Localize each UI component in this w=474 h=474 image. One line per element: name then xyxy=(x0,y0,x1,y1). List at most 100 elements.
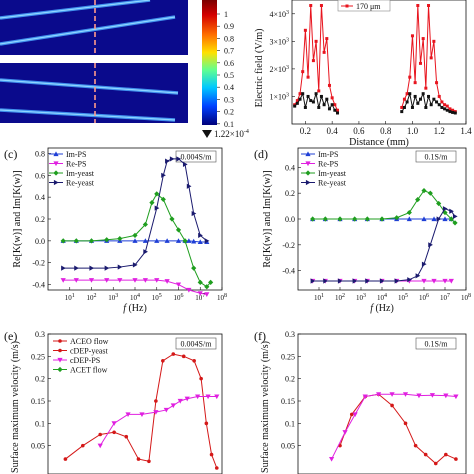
x-tick-label: 0.4 xyxy=(327,126,339,136)
y-tick-label: 1×103 xyxy=(269,92,289,101)
data-point xyxy=(88,278,95,283)
legend-marker xyxy=(345,4,349,8)
data-point xyxy=(379,278,385,284)
data-point xyxy=(125,412,131,417)
legend-label: Re-yeast xyxy=(318,179,347,188)
legend-label: Re-PS xyxy=(318,160,338,169)
x-tick-label: 106 xyxy=(419,293,429,302)
x-tick-label: 108 xyxy=(217,293,227,302)
y-tick-label: 0.15 xyxy=(281,397,295,406)
data-point xyxy=(322,103,326,107)
data-point xyxy=(181,354,186,359)
legend-label: Im-PS xyxy=(66,150,86,159)
data-point xyxy=(437,94,441,98)
data-point xyxy=(192,359,196,363)
annotation-box xyxy=(415,150,457,163)
data-point xyxy=(325,37,329,41)
data-point xyxy=(73,278,79,283)
data-point xyxy=(191,210,197,217)
series-1 xyxy=(329,392,459,462)
data-point xyxy=(408,75,412,79)
data-point xyxy=(431,216,437,222)
legend-label: cDEP-yeast xyxy=(70,347,109,356)
data-point xyxy=(394,215,400,221)
x-tick-label: 1.0 xyxy=(407,126,419,136)
data-point xyxy=(336,108,340,112)
data-point xyxy=(132,232,138,238)
data-point xyxy=(433,461,438,466)
panel-label: (f) xyxy=(254,329,266,343)
legend-entry-marker xyxy=(53,170,59,176)
y-tick-label: 0.3 xyxy=(285,330,295,339)
data-point xyxy=(437,103,441,107)
data-point xyxy=(204,292,210,297)
data-point xyxy=(352,412,358,417)
y-tick-label: 0.3 xyxy=(35,330,45,339)
x-tick-label: 101 xyxy=(314,293,324,302)
data-point xyxy=(160,196,166,202)
x-axis-label: Distance (mm) xyxy=(349,137,409,148)
colorbar: 1.22×10-4 1 0.9 0.8 0.7 0.6 0.5 0.4 0.3 0.2 0.1 xyxy=(202,0,249,139)
annotation-text: 0.1S/m xyxy=(425,340,449,349)
series-re-ps xyxy=(60,278,210,297)
series-im-yeast xyxy=(310,188,458,226)
legend-entry-marker xyxy=(57,366,63,373)
data-point xyxy=(364,216,370,222)
data-point xyxy=(444,452,448,457)
data-point xyxy=(303,28,307,32)
data-point xyxy=(161,359,165,363)
data-point xyxy=(182,161,188,167)
data-point xyxy=(171,352,176,356)
data-point xyxy=(453,111,457,115)
data-point xyxy=(195,394,201,400)
legend-box xyxy=(337,0,391,12)
data-point xyxy=(443,393,449,399)
y-tick-label: 0.15 xyxy=(31,397,45,406)
y-axis-label: Surface maximum velocity (m/s) xyxy=(10,341,21,473)
data-point xyxy=(311,59,315,63)
data-point xyxy=(440,100,444,104)
data-point xyxy=(402,105,406,109)
data-point xyxy=(124,434,129,439)
colorbar-min-label: 1.22×10-4 xyxy=(214,129,249,139)
plot-frame xyxy=(297,333,467,474)
data-point xyxy=(295,99,299,103)
data-point xyxy=(429,393,435,398)
data-point xyxy=(306,75,310,79)
data-point xyxy=(402,97,406,101)
data-point xyxy=(104,278,110,283)
data-point xyxy=(117,264,123,270)
data-point xyxy=(394,278,400,284)
condition-annotation: 0.1S/m xyxy=(415,150,457,163)
legend-entry-marker xyxy=(58,339,62,343)
colorbar-tick-label: 0.1 xyxy=(224,120,234,129)
data-point xyxy=(147,459,151,464)
data-point xyxy=(333,103,337,107)
data-point xyxy=(197,279,203,285)
data-point xyxy=(362,394,368,400)
series-0 xyxy=(293,4,457,114)
data-point xyxy=(431,278,437,284)
annotation-box xyxy=(175,337,217,350)
y-tick-label: 0.4 xyxy=(35,193,45,202)
x-tick-label: 102 xyxy=(87,293,97,302)
data-point xyxy=(163,407,169,413)
data-point xyxy=(424,105,428,109)
chart-velocity-0004: (e) 0.3 0.25 0.2 0.15 0.1 0.05 Surface maximum … xyxy=(4,329,223,474)
data-point xyxy=(63,457,68,461)
data-point xyxy=(317,105,321,109)
data-point xyxy=(154,205,160,211)
annotation-text: 0.004S/m xyxy=(181,340,213,349)
data-point xyxy=(298,92,302,96)
data-point xyxy=(60,278,66,283)
y-tick-label: 0.1 xyxy=(35,419,45,428)
data-point xyxy=(169,216,175,222)
plot-frame xyxy=(291,0,467,125)
y-tick-label: -0.2 xyxy=(32,259,45,268)
legend-label: Im-yeast xyxy=(318,169,347,178)
y-tick-label: 3×103 xyxy=(269,37,289,46)
data-point xyxy=(117,278,123,283)
data-point xyxy=(142,221,148,228)
data-point xyxy=(435,81,439,85)
